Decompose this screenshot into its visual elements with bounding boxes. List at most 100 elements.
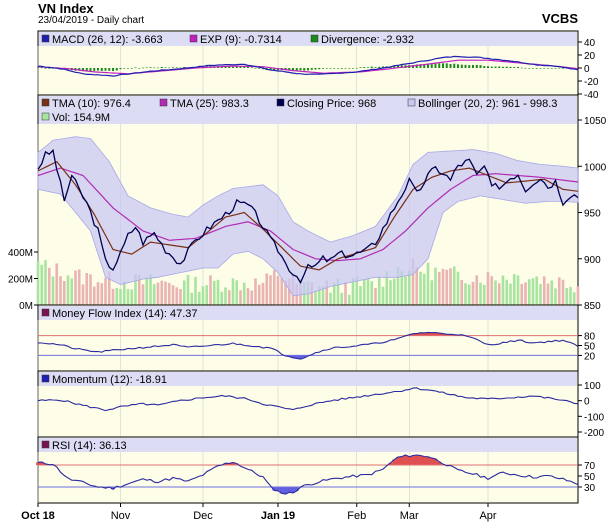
divergence-bar bbox=[153, 67, 156, 69]
divergence-bar bbox=[382, 66, 384, 68]
divergence-bar bbox=[273, 68, 276, 71]
macd-tick-label: -40 bbox=[584, 90, 599, 101]
divergence-bar bbox=[535, 68, 538, 69]
volume-bar bbox=[497, 283, 501, 305]
volume-bar bbox=[130, 289, 134, 305]
chart-date: 23/04/2019 - Daily chart bbox=[38, 15, 145, 26]
rsi-tick-label: 50 bbox=[584, 472, 596, 483]
volume-bar bbox=[246, 288, 250, 305]
volume-bar bbox=[254, 278, 257, 305]
volume-bar bbox=[77, 269, 81, 305]
divergence-bar bbox=[490, 66, 493, 68]
volume-bar bbox=[107, 271, 111, 305]
divergence-bar bbox=[262, 68, 264, 70]
divergence-bar bbox=[400, 65, 403, 68]
volume-bar bbox=[235, 280, 239, 305]
divergence-bar bbox=[554, 68, 557, 69]
divergence-bar bbox=[295, 68, 298, 71]
divergence-bar bbox=[149, 67, 152, 68]
volume-bar bbox=[396, 267, 400, 305]
momentum-legend-bar bbox=[39, 372, 577, 386]
divergence-bar bbox=[517, 66, 519, 68]
divergence-bar bbox=[48, 68, 51, 69]
volume-bar bbox=[404, 276, 407, 305]
divergence-bar bbox=[145, 67, 148, 69]
volume-bar bbox=[62, 280, 66, 305]
volume-bar bbox=[89, 274, 92, 305]
volume-bar bbox=[527, 279, 531, 305]
volume-bar bbox=[269, 275, 272, 305]
volume-bar bbox=[456, 271, 460, 305]
divergence-bar bbox=[138, 67, 141, 69]
divergence-bar bbox=[363, 67, 366, 68]
volume-bar bbox=[265, 273, 269, 305]
mfi-line bbox=[37, 331, 579, 360]
divergence-bar bbox=[104, 68, 107, 71]
volume-bar bbox=[569, 286, 572, 305]
x-axis-label: Oct 18 bbox=[21, 510, 55, 522]
volume-bar bbox=[452, 266, 456, 305]
volume-bar bbox=[426, 262, 430, 305]
divergence-bar bbox=[329, 68, 332, 69]
volume-bar bbox=[344, 281, 347, 305]
divergence-bar bbox=[292, 68, 294, 71]
volume-bar bbox=[329, 292, 332, 305]
divergence-bar bbox=[333, 68, 336, 69]
divergence-bar bbox=[445, 63, 448, 68]
divergence-bar bbox=[322, 68, 324, 69]
volume-bar bbox=[539, 283, 542, 305]
divergence-bar bbox=[172, 67, 174, 68]
volume-bar bbox=[494, 280, 497, 305]
volume-bar bbox=[152, 284, 156, 305]
volume-bar bbox=[44, 260, 47, 305]
divergence-bar bbox=[82, 68, 84, 72]
rsi-tick-label: 70 bbox=[584, 461, 596, 472]
macd-tick-label: 0 bbox=[584, 64, 590, 75]
volume-bar bbox=[381, 286, 385, 305]
volume-bar bbox=[389, 280, 392, 305]
volume-bar bbox=[100, 283, 104, 305]
volume-bar bbox=[164, 281, 167, 305]
divergence-bar bbox=[457, 64, 459, 68]
legend-swatch bbox=[41, 374, 50, 383]
legend-label: Divergence: -2.932 bbox=[321, 34, 414, 46]
volume-bar bbox=[74, 270, 77, 305]
divergence-bar bbox=[235, 66, 238, 68]
divergence-bar bbox=[160, 66, 163, 68]
divergence-bar bbox=[547, 68, 549, 69]
divergence-bar bbox=[123, 68, 126, 69]
volume-bar bbox=[92, 286, 96, 305]
divergence-bar bbox=[505, 66, 508, 68]
volume-bar bbox=[505, 279, 509, 305]
price-tick-label: 900 bbox=[584, 255, 601, 266]
divergence-bar bbox=[430, 64, 433, 68]
volume-bar bbox=[284, 280, 287, 305]
volume-bar bbox=[347, 294, 351, 305]
legend-swatch bbox=[276, 98, 285, 107]
mfi-tick-label: 20 bbox=[584, 351, 596, 362]
volume-bar bbox=[250, 290, 254, 305]
divergence-bar bbox=[247, 66, 249, 68]
bollinger-band bbox=[37, 136, 579, 297]
volume-bar bbox=[179, 289, 182, 305]
volume-bar bbox=[66, 275, 70, 305]
volume-bar bbox=[366, 278, 370, 305]
price-tick-label: 950 bbox=[584, 209, 601, 220]
volume-bar bbox=[471, 281, 475, 305]
macd-tick-label: -20 bbox=[584, 77, 599, 88]
macd-line bbox=[37, 55, 579, 77]
divergence-bar bbox=[397, 65, 399, 68]
divergence-bar bbox=[134, 67, 137, 69]
divergence-bar bbox=[337, 68, 339, 69]
volume-bar bbox=[557, 277, 561, 305]
volume-bar bbox=[535, 276, 539, 305]
legend-label: Money Flow Index (14): 47.37 bbox=[52, 308, 198, 320]
legend-label: RSI (14): 36.13 bbox=[52, 440, 127, 452]
divergence-bar bbox=[224, 66, 227, 68]
volume-bar bbox=[340, 292, 344, 305]
volume-bar bbox=[111, 288, 115, 305]
volume-bar bbox=[400, 271, 404, 305]
volume-bar bbox=[542, 276, 546, 305]
divergence-bar bbox=[250, 67, 253, 68]
